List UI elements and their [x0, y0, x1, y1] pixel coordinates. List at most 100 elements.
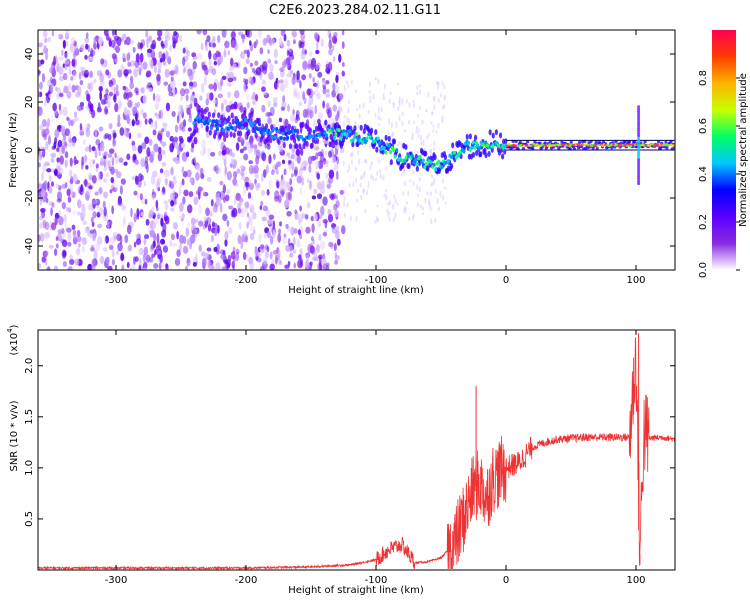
speckle [78, 72, 82, 80]
ridge-core [253, 129, 257, 134]
speckle [286, 56, 291, 66]
speckle [126, 261, 130, 269]
speckle [295, 114, 299, 119]
speckle [150, 43, 156, 50]
speckle-haze [396, 143, 399, 147]
speckle [288, 191, 292, 202]
speckle [173, 31, 178, 37]
speckle [100, 99, 107, 105]
speckle [53, 141, 57, 149]
speckle [90, 244, 95, 251]
ridge-envelope [310, 142, 314, 149]
ridge-envelope [633, 140, 637, 144]
speckle-haze [437, 81, 440, 86]
speckle [226, 170, 232, 181]
speckle [111, 249, 115, 258]
speckle-haze [368, 143, 371, 150]
speckle [64, 141, 68, 149]
speckle [298, 101, 303, 107]
speckle [62, 39, 66, 49]
speckle-haze [437, 122, 440, 129]
ridge-core [312, 129, 316, 134]
speckle-haze [343, 84, 346, 92]
speckle [259, 265, 265, 270]
speckle [69, 179, 74, 185]
ridge-envelope [488, 129, 492, 136]
speckle [155, 245, 162, 252]
speckle [223, 158, 227, 167]
speckle [174, 124, 179, 133]
speckle [295, 148, 301, 157]
speckle [235, 248, 240, 255]
speckle-haze [391, 203, 394, 211]
speckle [127, 61, 132, 67]
speckle [154, 120, 158, 130]
speckle [152, 129, 157, 136]
speckle [161, 149, 166, 155]
speckle [62, 106, 68, 116]
speckle-haze [417, 113, 420, 118]
speckle [170, 166, 174, 176]
ridge-envelope [231, 118, 235, 125]
speckle [110, 85, 114, 94]
ridge-envelope [594, 140, 598, 144]
speckle [254, 172, 260, 179]
speckle [206, 216, 212, 225]
speckle [325, 262, 330, 267]
speckle [330, 194, 335, 201]
ridge-envelope [288, 143, 293, 150]
speckle [110, 157, 114, 162]
speckle-haze [426, 191, 429, 196]
speckle-haze [377, 78, 380, 85]
speckle [144, 198, 148, 205]
speckle [61, 228, 65, 235]
speckle [161, 187, 166, 193]
speckle [132, 106, 138, 115]
ridge-core [376, 136, 380, 141]
speckle [333, 31, 338, 38]
speckle [338, 93, 344, 100]
speckle [89, 229, 94, 235]
speckle [281, 190, 284, 198]
speckle [103, 206, 107, 217]
speckle [182, 47, 186, 54]
ridge-streak [637, 129, 641, 133]
speckle [314, 257, 320, 262]
speckle [67, 241, 72, 247]
speckle [227, 254, 232, 263]
speckle [71, 84, 76, 93]
speckle [155, 93, 160, 104]
ridge-envelope [468, 133, 472, 140]
speckle [162, 239, 166, 245]
speckle [254, 247, 259, 257]
ridge-envelope [293, 137, 297, 144]
speckle [243, 153, 249, 161]
speckle [129, 39, 135, 45]
speckle [242, 251, 247, 261]
speckle [208, 83, 214, 90]
speckle [123, 127, 127, 137]
speckle [105, 69, 110, 76]
ridge-streak [637, 146, 641, 150]
speckle [105, 173, 110, 178]
speckle [140, 108, 144, 116]
speckle [290, 113, 296, 123]
speckle-haze [439, 190, 442, 198]
ridge-envelope [577, 140, 582, 145]
speckle [210, 234, 215, 242]
speckle [279, 70, 285, 78]
ridge-envelope [426, 165, 430, 172]
speckle [306, 178, 310, 184]
speckle [55, 243, 59, 249]
speckle [258, 233, 262, 243]
speckle [74, 48, 80, 56]
speckle [131, 140, 136, 147]
colorbar-tick-label: 0.8 [698, 70, 709, 86]
speckle [289, 252, 294, 258]
speckle [242, 186, 247, 197]
speckle [129, 265, 136, 270]
colorbar-ticks: 0.00.20.40.60.8 [698, 70, 740, 278]
speckle [207, 223, 212, 232]
speckle-haze [396, 82, 399, 86]
speckle [272, 96, 278, 103]
